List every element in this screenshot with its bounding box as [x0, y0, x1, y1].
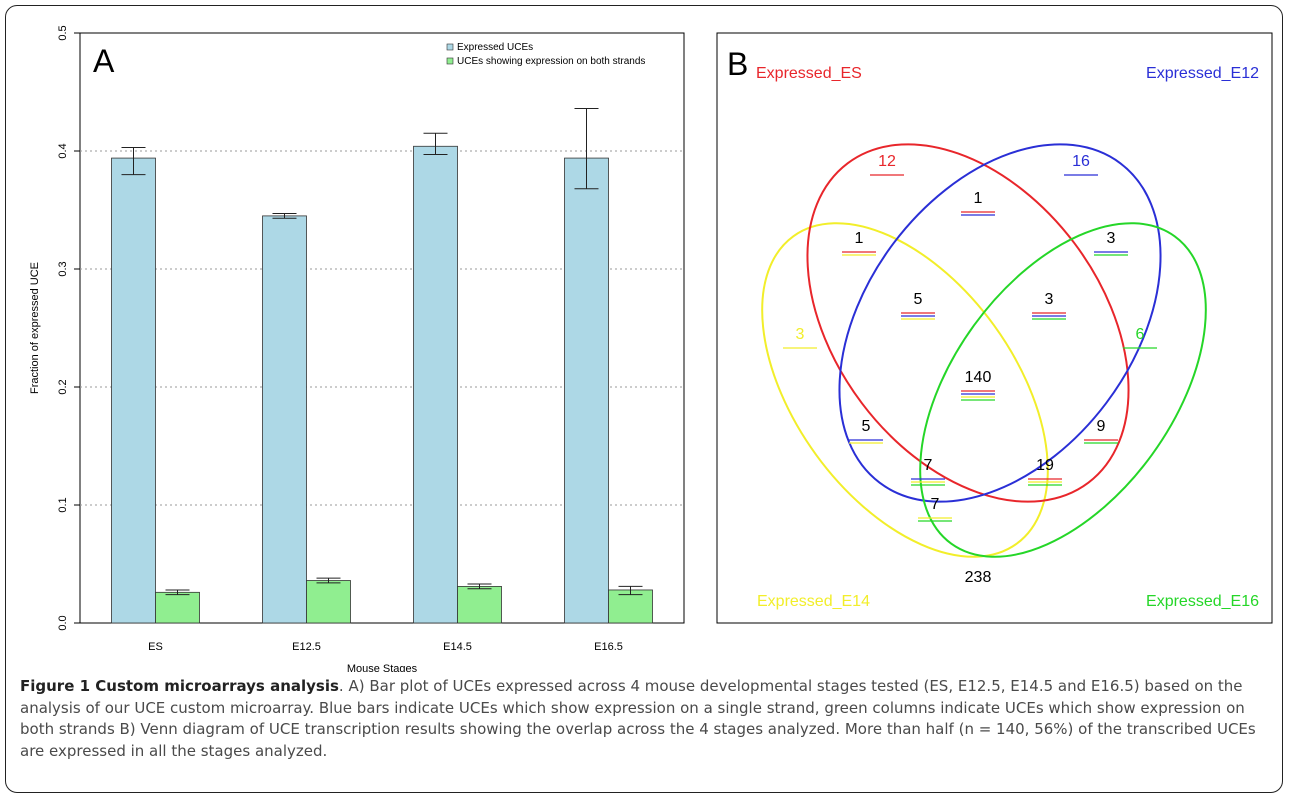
- x-tick-label: E16.5: [594, 641, 623, 653]
- error-bar: [272, 213, 297, 219]
- x-tick-label: E14.5: [443, 641, 472, 653]
- caption-label: Figure 1 Custom microarrays analysis: [20, 677, 339, 695]
- x-tick-label: E12.5: [292, 641, 321, 653]
- venn-region-count: 7: [924, 457, 933, 474]
- y-tick-label: 0.3: [57, 261, 69, 276]
- legend-swatch-both-strands: [446, 57, 454, 65]
- plot-area: [79, 32, 685, 624]
- legend-swatch-expressed: [446, 43, 454, 51]
- bar-both-strands: [457, 586, 502, 624]
- panel-letter-a: A: [93, 43, 115, 79]
- figure-caption: Figure 1 Custom microarrays analysis. A)…: [20, 676, 1276, 762]
- panel-letter-b: B: [727, 46, 748, 82]
- legend-label-both-strands: UCEs showing expression on both strands: [457, 56, 645, 67]
- error-bar: [121, 146, 146, 176]
- venn-region-count: 5: [862, 418, 871, 435]
- set-label-es: Expressed_ES: [756, 65, 862, 82]
- bar-chart-panel-a: A Mouse Stages Fraction of expressed UCE…: [29, 25, 685, 672]
- bar-both-strands: [306, 580, 351, 624]
- venn-region-count: 3: [796, 326, 805, 343]
- figure-frame: [5, 5, 1283, 793]
- error-bar: [165, 589, 190, 596]
- y-tick-label: 0.1: [57, 497, 69, 512]
- venn-region-count: 9: [1097, 418, 1106, 435]
- venn-region-count: 12: [878, 153, 896, 170]
- venn-region-count: 1: [974, 190, 983, 207]
- ellipse-e14: [761, 222, 1049, 558]
- set-label-e14: Expressed_E14: [757, 593, 870, 610]
- ellipse-e12: [838, 143, 1162, 503]
- set-label-e12: Expressed_E12: [1146, 65, 1259, 82]
- y-axis-label: Fraction of expressed UCE: [29, 262, 41, 394]
- venn-region-count: 16: [1072, 153, 1090, 170]
- venn-region-count: 7: [931, 496, 940, 513]
- y-tick-label: 0.4: [57, 143, 69, 158]
- error-bar: [467, 583, 492, 590]
- legend: Expressed UCEs UCEs showing expression o…: [446, 42, 645, 67]
- venn-region-count: 3: [1107, 230, 1116, 247]
- venn-region-count: 238: [965, 569, 992, 586]
- venn-region-count: 1: [855, 230, 864, 247]
- error-bar: [618, 585, 643, 596]
- venn-region-count: 19: [1036, 457, 1054, 474]
- venn-region-count: 6: [1136, 326, 1145, 343]
- y-tick-label: 0.0: [57, 615, 69, 630]
- bar-expressed: [564, 157, 609, 624]
- venn-region-count: 5: [914, 291, 923, 308]
- bar-both-strands: [608, 589, 653, 624]
- ellipse-e16: [919, 222, 1207, 558]
- y-tick-label: 0.2: [57, 379, 69, 394]
- legend-label-expressed: Expressed UCEs: [457, 42, 533, 53]
- bar-expressed: [413, 145, 458, 624]
- y-tick-label: 0.5: [57, 25, 69, 40]
- caption-text: . A) Bar plot of UCEs expressed across 4…: [20, 677, 1256, 760]
- set-label-e16: Expressed_E16: [1146, 593, 1259, 610]
- venn-region-count: 140: [965, 369, 992, 386]
- bar-both-strands: [155, 591, 200, 624]
- venn-border: [716, 32, 1273, 624]
- error-bar: [423, 132, 448, 156]
- x-axis-label: Mouse Stages: [347, 663, 418, 672]
- venn-diagram-panel-b: B Expressed_ES Expressed_E12 Expressed_E…: [716, 32, 1273, 624]
- venn-region-count: 3: [1045, 291, 1054, 308]
- error-bar: [316, 577, 341, 584]
- ellipse-es: [806, 143, 1130, 503]
- error-bar: [574, 108, 599, 190]
- x-tick-label: ES: [148, 641, 163, 653]
- bar-expressed: [111, 157, 156, 624]
- bar-expressed: [262, 215, 307, 624]
